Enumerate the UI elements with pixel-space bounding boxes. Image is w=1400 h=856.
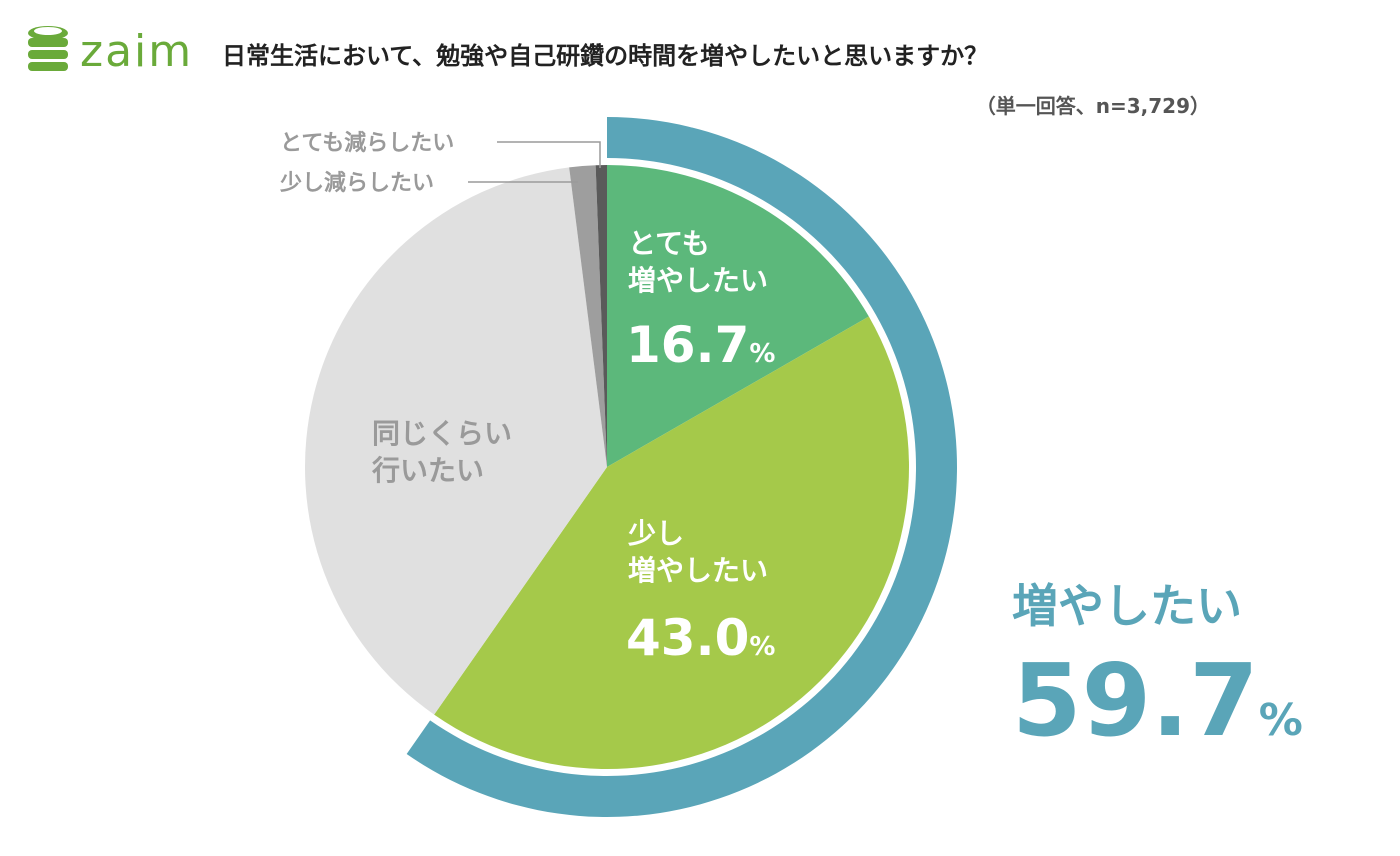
leader-very-decrease [497, 141, 601, 168]
value-very-increase: 16.7% [626, 316, 775, 374]
label-slightly-increase-line1: 少し [628, 517, 684, 550]
slice-slightly-increase [434, 316, 909, 769]
label-very-increase-line2: 増やしたい [628, 264, 768, 297]
increase-ring [406, 117, 957, 817]
sample-note: （単一回答、n=3,729） [975, 94, 1210, 118]
slice-same [304, 167, 607, 715]
label-same-line1: 同じくらい [372, 417, 512, 450]
zaim-logo: zaim [28, 26, 193, 77]
summary-value: 59.7% [1012, 642, 1303, 759]
label-slightly-decrease: 少し減らしたい [279, 171, 434, 196]
label-slightly-increase-line2: 増やしたい [628, 554, 768, 587]
label-very-decrease: とても減らしたい [280, 131, 454, 156]
chart-title: 日常生活において、勉強や自己研鑽の時間を増やしたいと思いますか？ [222, 42, 989, 70]
label-same-line2: 行いたい [371, 454, 484, 487]
label-very-increase-line1: とても [628, 227, 710, 260]
coin-stack-icon [28, 26, 68, 71]
slice-very-decrease [595, 165, 607, 467]
slice-very-increase [607, 165, 869, 467]
summary-label: 増やしたい [1012, 579, 1242, 633]
slice-slightly-decrease [569, 165, 607, 467]
value-slightly-increase: 43.0% [626, 609, 775, 667]
logo-text: zaim [80, 26, 193, 77]
